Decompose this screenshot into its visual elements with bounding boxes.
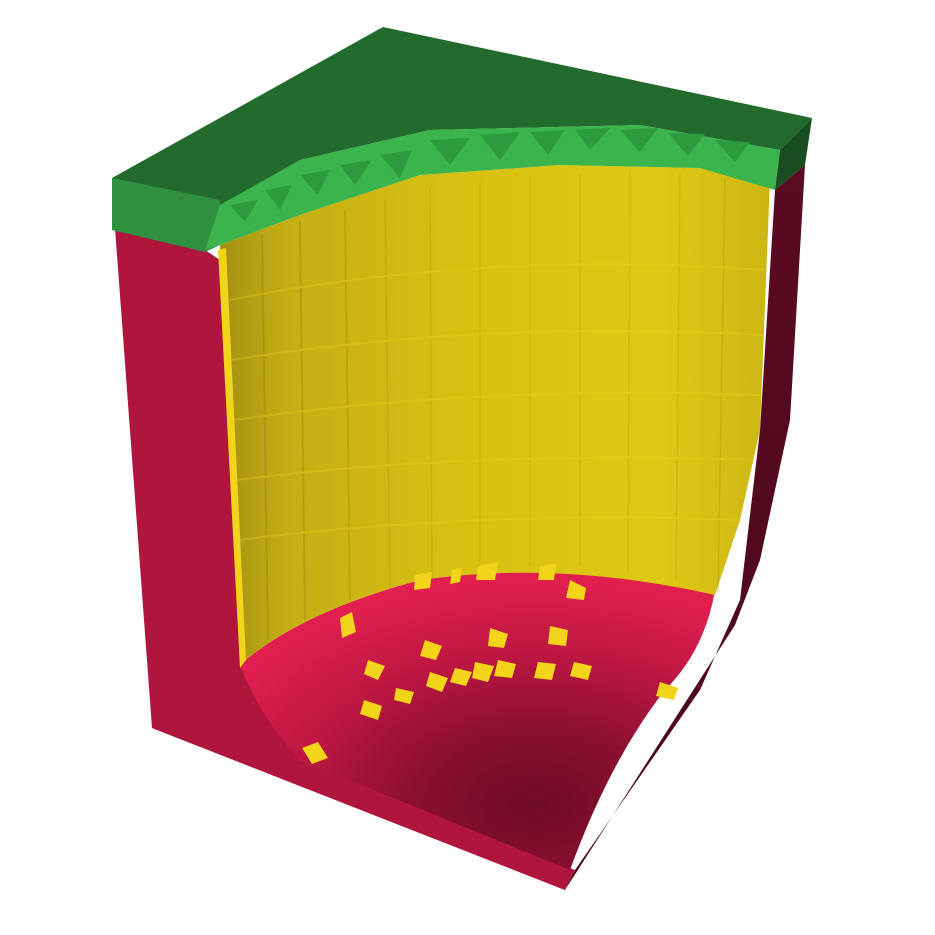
block-front-face [115,228,570,890]
wall-mesh-facets [229,171,766,641]
green-top-surface [112,27,812,250]
yellow-inner-wall [220,165,770,665]
rim-teeth [230,128,750,222]
yellow-cut-edge [218,248,246,668]
block-bottom-lip [152,728,575,890]
block-right-face [565,165,805,890]
green-inner-rim [205,125,780,250]
green-front-band [112,178,220,252]
crimson-bowl-surface [240,572,715,870]
yellow-patches [302,562,678,764]
green-right-side [775,118,812,190]
